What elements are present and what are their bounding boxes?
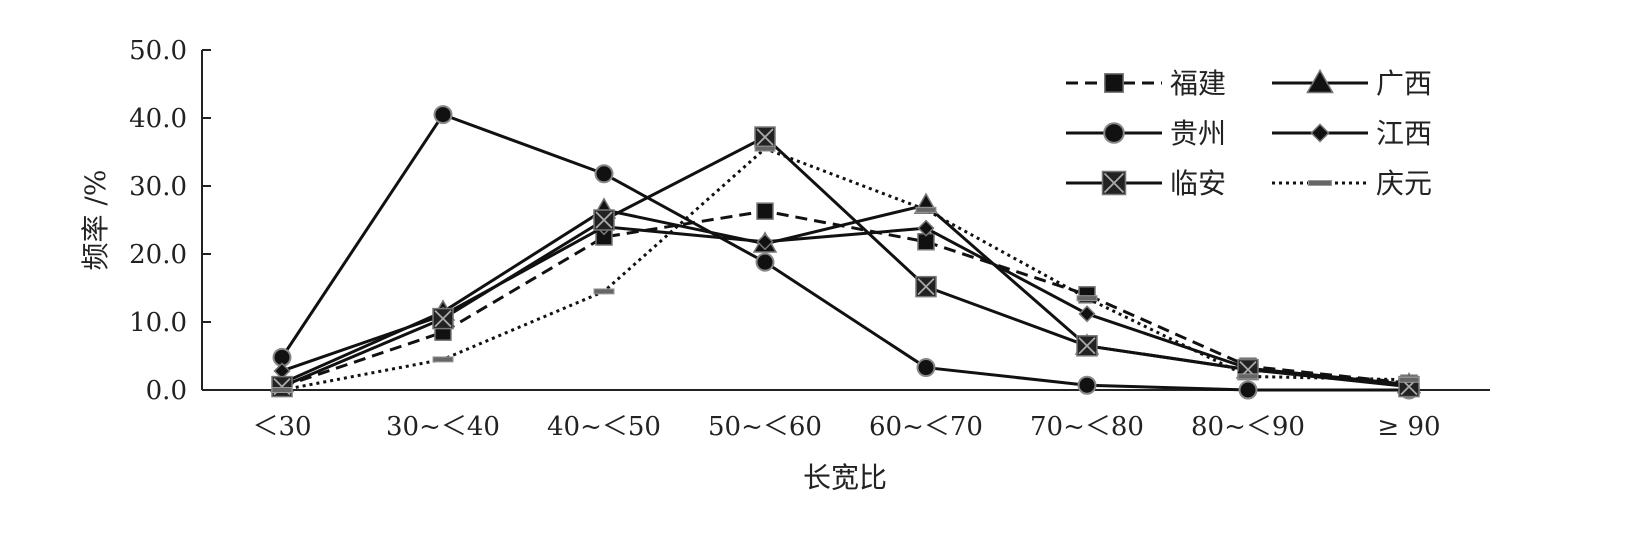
x-tick-label: 30~＜40 bbox=[386, 412, 500, 442]
y-tick-label: 10.0 bbox=[129, 308, 187, 338]
legend-item-福建: 福建 bbox=[1066, 67, 1226, 100]
data-point bbox=[754, 126, 776, 148]
y-tick-label: 0.0 bbox=[146, 376, 187, 406]
data-point bbox=[1104, 73, 1124, 93]
x-tick-label: ＜30 bbox=[252, 412, 311, 442]
data-point bbox=[271, 387, 293, 393]
data-point bbox=[1238, 380, 1258, 400]
data-point-cross bbox=[1103, 172, 1125, 194]
data-point bbox=[1101, 170, 1127, 196]
legend-label: 福建 bbox=[1170, 67, 1226, 100]
series-line bbox=[281, 135, 1410, 389]
data-point bbox=[1076, 295, 1098, 302]
legend-label: 广西 bbox=[1376, 67, 1432, 100]
data-point bbox=[754, 145, 776, 152]
x-tick-label: 80~＜90 bbox=[1191, 412, 1305, 442]
data-point-cross bbox=[434, 309, 452, 328]
y-tick-label: 40.0 bbox=[129, 104, 187, 134]
data-point bbox=[1077, 375, 1097, 395]
series-layer bbox=[269, 105, 1422, 400]
data-point bbox=[1306, 68, 1334, 94]
legend-label: 江西 bbox=[1376, 117, 1432, 150]
data-point bbox=[1308, 180, 1332, 186]
data-point bbox=[433, 105, 453, 125]
data-point bbox=[915, 275, 937, 298]
data-point-cross bbox=[1078, 337, 1096, 355]
series-line bbox=[281, 147, 1410, 392]
legend-item-贵州: 贵州 bbox=[1066, 117, 1226, 150]
series-贵州 bbox=[272, 105, 1419, 400]
y-tick-label: 30.0 bbox=[129, 172, 187, 202]
data-point bbox=[594, 164, 614, 184]
data-point bbox=[1237, 373, 1259, 380]
series-庆元 bbox=[271, 145, 1420, 393]
legend-item-广西: 广西 bbox=[1272, 67, 1432, 100]
x-tick-label: 60~＜70 bbox=[869, 412, 983, 442]
x-tick-label: 40~＜50 bbox=[547, 412, 661, 442]
data-point bbox=[432, 356, 454, 363]
legend-item-庆元: 庆元 bbox=[1272, 167, 1432, 200]
legend-item-江西: 江西 bbox=[1272, 117, 1432, 150]
x-tick-label: ≥ 90 bbox=[1377, 412, 1440, 442]
data-point bbox=[756, 202, 774, 220]
data-point bbox=[1078, 305, 1096, 323]
x-tick-labels: ＜30 30~＜40 40~＜50 50~＜60 60~＜70 70~＜80 80~＜90 ≥… bbox=[252, 412, 1440, 442]
data-point bbox=[271, 375, 293, 398]
data-point bbox=[593, 288, 615, 295]
x-tick-label: 70~＜80 bbox=[1030, 412, 1144, 442]
data-point bbox=[432, 307, 454, 330]
data-point bbox=[916, 358, 936, 378]
data-point-cross bbox=[595, 211, 613, 229]
data-point bbox=[1076, 335, 1098, 357]
data-point bbox=[756, 233, 774, 251]
data-point bbox=[1310, 123, 1330, 143]
data-point bbox=[1398, 376, 1420, 383]
data-point bbox=[755, 252, 775, 272]
series-line bbox=[280, 113, 1409, 392]
x-tick-label: 50~＜60 bbox=[708, 412, 822, 442]
data-point-cross bbox=[756, 128, 774, 146]
y-axis-title: 频率 /% bbox=[79, 170, 112, 271]
y-tick-labels: 0.0 10.0 20.0 30.0 40.0 50.0 bbox=[129, 36, 187, 406]
series-line bbox=[281, 209, 1410, 389]
legend-item-临安: 临安 bbox=[1066, 167, 1226, 200]
data-point bbox=[593, 209, 615, 231]
data-point bbox=[917, 219, 935, 237]
legend-label: 庆元 bbox=[1376, 167, 1432, 200]
data-point bbox=[1103, 122, 1125, 144]
y-tick-label: 50.0 bbox=[129, 36, 187, 66]
data-point bbox=[915, 206, 937, 213]
y-tick-label: 20.0 bbox=[129, 240, 187, 270]
legend-label: 贵州 bbox=[1170, 117, 1226, 150]
series-临安 bbox=[271, 126, 1420, 398]
legend-label: 临安 bbox=[1170, 167, 1226, 200]
data-point-cross bbox=[917, 278, 935, 296]
x-axis-title: 长宽比 bbox=[803, 461, 887, 494]
